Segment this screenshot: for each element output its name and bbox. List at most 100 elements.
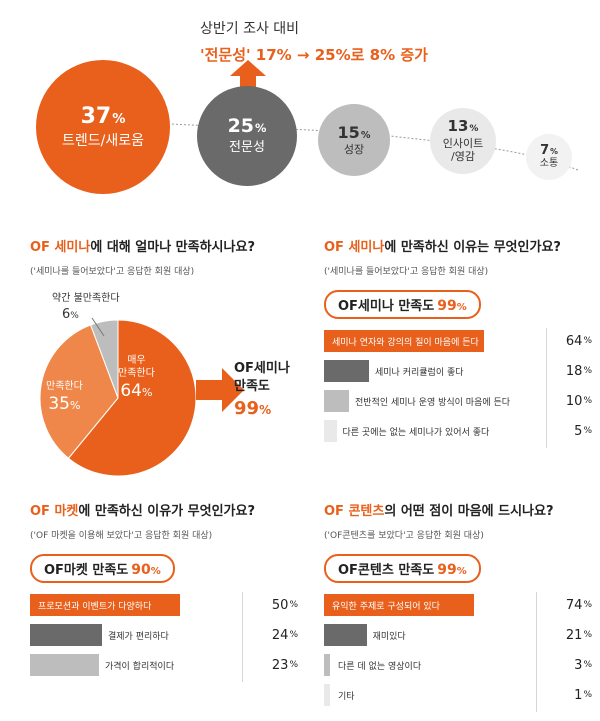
seminar-reasons-title-text: 에 만족하신 이유는 무엇인가요?	[384, 240, 561, 255]
market-reason-bar	[30, 624, 102, 646]
seminar-badge-label: OF세미나 만족도	[338, 299, 435, 314]
content-reasons-subtitle: ('OF콘텐츠를 보았다'고 응답한 회원 대상)	[324, 531, 484, 541]
bubble-insight-label: 인사이트 /영감	[442, 137, 484, 164]
content-reason-label: 재미있다	[372, 631, 406, 642]
market-reason-label: 결제가 편리하다	[108, 631, 169, 642]
seminar-reason-label: 전반적인 세미나 운영 방식이 마음에 든다	[355, 397, 511, 408]
seminar-summary-value-wrap: 99%	[234, 398, 271, 419]
bubble-communication: 7% 소통	[526, 134, 572, 180]
pie-label-dissatisfied-name: 약간 불만족한다	[52, 293, 120, 304]
seminar-reason-label: 세미나 연자와 강의의 질이 마음에 든다	[332, 337, 479, 348]
bubble-connector-line	[100, 119, 579, 171]
seminar-reason-row: 다른 곳에는 없는 세미나가 있어서 좋다 5%	[324, 420, 592, 442]
seminar-satisfaction-title-highlight: OF 세미나	[30, 240, 91, 255]
content-reason-value: 74%	[565, 597, 592, 613]
seminar-reasons-title: OF 세미나에 만족하신 이유는 무엇인가요?	[324, 236, 594, 255]
pie-label-dissatisfied-unit: %	[70, 311, 79, 321]
market-reason-label: 프로모션과 이벤트가 다양하다	[38, 601, 152, 612]
pie-label-very-satisfied-name: 매우 만족한다	[118, 355, 155, 379]
seminar-satisfaction-badge: OF세미나 만족도 99%	[324, 290, 481, 319]
pie-slice-satisfied	[39, 324, 119, 459]
seminar-reasons-panel: OF 세미나에 만족하신 이유는 무엇인가요? ('세미나를 들어보았다'고 응…	[324, 236, 594, 277]
seminar-reason-bar	[324, 330, 484, 352]
seminar-reason-value: 18%	[565, 363, 592, 379]
market-reason-bar	[30, 594, 180, 616]
headline: 상반기 조사 대비 '전문성' 17% → 25%로 8% 증가	[200, 18, 428, 65]
bubble-growth-value: 15	[337, 122, 360, 142]
seminar-satisfaction-title: OF 세미나에 대해 얼마나 만족하시나요?	[30, 236, 300, 255]
bubble-communication-label: 소통	[539, 158, 559, 170]
pie-slice-very-satisfied	[67, 319, 197, 477]
market-badge-value: 90	[131, 562, 151, 578]
market-reason-value: 23%	[271, 657, 298, 673]
market-reasons-subtitle: ('OF 마켓을 이용해 보았다'고 응답한 회원 대상)	[30, 531, 213, 541]
content-reason-label: 기타	[338, 691, 355, 702]
pie-label-very-satisfied-unit: %	[142, 386, 153, 399]
seminar-reason-row: 세미나 연자와 강의의 질이 마음에 든다 64%	[324, 330, 592, 352]
market-badge-label: OF마켓 만족도	[44, 563, 129, 578]
content-reason-row: 다른 데 없는 영상이다 3%	[324, 654, 592, 676]
seminar-reasons-title-highlight: OF 세미나	[324, 240, 385, 255]
market-reasons-title-highlight: OF 마켓	[30, 504, 79, 519]
content-reasons-title-text: 의 어떤 점이 마음에 드시나요?	[384, 504, 554, 519]
seminar-reasons-subtitle: ('세미나를 들어보았다'고 응답한 회원 대상)	[324, 267, 489, 277]
seminar-reason-divider	[546, 328, 547, 448]
content-reason-divider	[536, 592, 537, 712]
pie-label-satisfied: 만족한다 35%	[46, 380, 83, 415]
bubble-communication-unit: %	[550, 146, 558, 156]
seminar-summary-label: OF세미나 만족도	[234, 361, 290, 394]
bubble-trend-unit: %	[112, 111, 126, 127]
content-reasons-title: OF 콘텐츠의 어떤 점이 마음에 드시나요?	[324, 500, 594, 519]
market-satisfaction-badge: OF마켓 만족도 90%	[30, 554, 175, 583]
pie-label-very-satisfied-value: 64	[120, 381, 142, 401]
seminar-reason-bar	[324, 360, 369, 382]
content-reason-bar	[324, 684, 330, 706]
seminar-reason-bar	[324, 390, 349, 412]
seminar-reason-label: 다른 곳에는 없는 세미나가 있어서 좋다	[342, 427, 490, 438]
bubble-expertise-label: 전문성	[229, 140, 265, 156]
bubble-insight-value: 13	[447, 117, 469, 136]
seminar-satisfaction-pie	[39, 319, 197, 477]
seminar-reason-value: 10%	[565, 393, 592, 409]
seminar-satisfaction-title-text: 에 대해 얼마나 만족하시나요?	[90, 240, 255, 255]
seminar-reason-value: 5%	[574, 423, 592, 439]
market-reason-row: 프로모션과 이벤트가 다양하다 50%	[30, 594, 298, 616]
market-reasons-title-text: 에 만족하신 이유가 무엇인가요?	[78, 504, 255, 519]
seminar-reason-row: 세미나 커리큘럼이 좋다 18%	[324, 360, 592, 382]
bubble-growth-unit: %	[360, 129, 371, 141]
bubble-expertise: 25% 전문성	[197, 86, 297, 186]
headline-line1: 상반기 조사 대비	[200, 21, 300, 37]
seminar-reason-bar	[324, 420, 337, 442]
content-reason-label: 다른 데 없는 영상이다	[338, 661, 422, 672]
content-satisfaction-badge: OF콘텐츠 만족도 99%	[324, 554, 481, 583]
pie-label-dissatisfied-leader: 약간 불만족한다	[52, 292, 120, 305]
market-reason-value: 50%	[271, 597, 298, 613]
pie-label-satisfied-name: 만족한다	[46, 381, 83, 392]
content-badge-unit: %	[456, 566, 467, 577]
seminar-satisfaction-panel: OF 세미나에 대해 얼마나 만족하시나요? ('세미나를 들어보았다'고 응답…	[30, 236, 300, 277]
content-badge-label: OF콘텐츠 만족도	[338, 563, 435, 578]
pie-label-satisfied-unit: %	[70, 399, 81, 412]
content-reason-label: 유익한 주제로 구성되어 있다	[332, 601, 440, 612]
bubble-growth: 15% 성장	[318, 104, 390, 176]
market-badge-unit: %	[150, 566, 161, 577]
content-reason-bar	[324, 624, 367, 646]
market-reason-label: 가격이 합리적이다	[105, 661, 175, 672]
market-reasons-bars: 프로모션과 이벤트가 다양하다 50% 결제가 편리하다 24% 가격이 합리적이다 23…	[30, 592, 298, 684]
content-reason-row: 기타 1%	[324, 684, 592, 706]
market-reason-row: 가격이 합리적이다 23%	[30, 654, 298, 676]
bubble-communication-value: 7	[540, 142, 550, 158]
seminar-summary-value: 99	[234, 398, 260, 419]
content-reason-row: 재미있다 21%	[324, 624, 592, 646]
content-reason-bar	[324, 654, 331, 676]
market-reason-bar	[30, 654, 99, 676]
pie-label-very-satisfied: 매우 만족한다 64%	[118, 354, 155, 402]
arrow-right-icon	[196, 368, 244, 412]
bubble-expertise-value: 25	[227, 115, 255, 138]
pie-label-satisfied-value: 35	[48, 394, 70, 414]
seminar-reason-value: 64%	[565, 333, 592, 349]
seminar-badge-value: 99	[437, 298, 457, 314]
bubble-insight-unit: %	[469, 124, 479, 135]
seminar-reason-label: 세미나 커리큘럼이 좋다	[375, 367, 464, 378]
seminar-summary-unit: %	[259, 403, 272, 417]
